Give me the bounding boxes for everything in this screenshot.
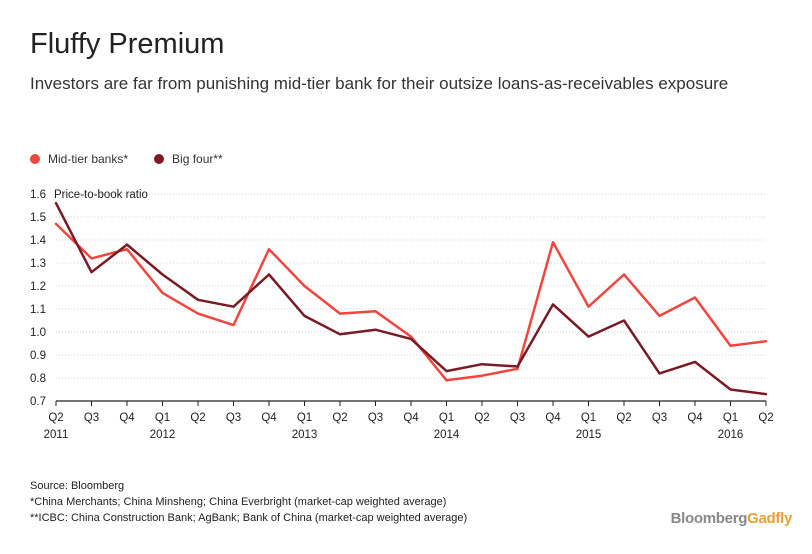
x-tick-label: Q4 xyxy=(119,412,135,424)
x-tick-label: Q1 xyxy=(581,412,596,424)
footnote-big-four: **ICBC: China Construction Bank; AgBank;… xyxy=(30,512,468,524)
brand-logo-part2: Gadfly xyxy=(747,510,792,527)
y-tick-label: 1.3 xyxy=(30,258,46,270)
series-line-big-four xyxy=(54,201,768,396)
y-tick-label: 1.6 xyxy=(30,189,46,201)
x-tick-label: Q1 xyxy=(155,412,170,424)
x-tick-label: Q3 xyxy=(652,412,667,424)
x-tick-label: Q4 xyxy=(261,412,277,424)
x-tick-label: Q2 xyxy=(474,412,489,424)
x-year-label: 2014 xyxy=(434,429,460,441)
footnote-mid-tier: *China Merchants; China Minsheng; China … xyxy=(30,496,447,508)
x-year-label: 2011 xyxy=(44,429,69,441)
x-tick-label: Q1 xyxy=(439,412,454,424)
x-tick-label: Q2 xyxy=(332,412,347,424)
y-tick-label: 1.5 xyxy=(30,212,46,224)
x-tick-label: Q2 xyxy=(48,412,63,424)
legend-label-mid-tier: Mid-tier banks* xyxy=(48,152,129,166)
y-tick-label: 0.9 xyxy=(30,350,46,362)
x-tick-label: Q2 xyxy=(190,412,205,424)
legend-item-big-four: Big four** xyxy=(154,152,223,166)
x-tick-label: Q2 xyxy=(758,412,773,424)
x-tick-label: Q1 xyxy=(297,412,312,424)
y-tick-label: 1.2 xyxy=(30,281,46,293)
y-tick-label: 1.1 xyxy=(30,304,46,316)
x-tick-label: Q3 xyxy=(226,412,241,424)
legend-dot-mid-tier xyxy=(30,154,40,164)
x-tick-label: Q2 xyxy=(616,412,631,424)
source-line: Source: Bloomberg xyxy=(30,480,125,492)
brand-logo: BloombergGadfly xyxy=(670,510,793,527)
y-tick-label: 1.0 xyxy=(30,327,46,339)
y-tick-label: 0.8 xyxy=(30,373,46,385)
chart-title: Fluffy Premium xyxy=(30,28,225,60)
y-axis-label: Price-to-book ratio xyxy=(54,189,148,201)
chart-subtitle: Investors are far from punishing mid-tie… xyxy=(30,74,729,93)
x-tick-label: Q3 xyxy=(368,412,383,424)
x-year-label: 2012 xyxy=(150,429,176,441)
x-year-label: 2013 xyxy=(292,429,318,441)
legend: Mid-tier banks* Big four** xyxy=(30,152,249,166)
x-tick-label: Q4 xyxy=(403,412,419,424)
y-tick-label: 1.4 xyxy=(30,235,47,247)
x-tick-label: Q1 xyxy=(723,412,738,424)
legend-dot-big-four xyxy=(154,154,165,164)
source-notes: Source: Bloomberg *China Merchants; Chin… xyxy=(30,478,467,526)
brand-logo-part1: Bloomberg xyxy=(670,510,748,527)
series-line-mid-tier xyxy=(54,222,768,382)
legend-item-mid-tier: Mid-tier banks* xyxy=(30,152,128,166)
x-tick-label: Q4 xyxy=(687,412,703,424)
x-tick-label: Q3 xyxy=(84,412,99,424)
x-year-label: 2015 xyxy=(576,429,602,441)
x-tick-label: Q4 xyxy=(545,412,561,424)
x-year-label: 2016 xyxy=(718,429,744,441)
x-tick-label: Q3 xyxy=(510,412,525,424)
y-tick-label: 0.7 xyxy=(30,396,46,408)
legend-label-big-four: Big four** xyxy=(172,152,223,166)
